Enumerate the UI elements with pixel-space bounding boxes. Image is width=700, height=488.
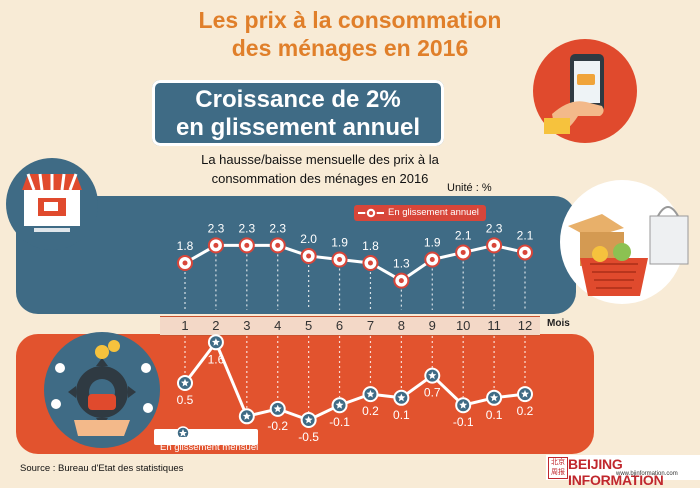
annual-point-core xyxy=(522,249,528,255)
monthly-data-label: 0.1 xyxy=(393,408,410,422)
annual-point-core xyxy=(244,242,250,248)
annual-data-label: 2.3 xyxy=(208,221,225,235)
month-tick-label: 3 xyxy=(243,318,250,333)
month-tick-label: 7 xyxy=(367,318,374,333)
annual-data-label: 1.9 xyxy=(331,235,348,249)
brand-logo: 北京 周报 BEIJING INFORMATION www.bjinformati… xyxy=(546,455,700,488)
legend-monthly-label: En glissement mensuel xyxy=(160,442,259,453)
subtitle-line-1: La hausse/baisse mensuelle des prix à la xyxy=(201,152,439,167)
annual-point-core xyxy=(213,242,219,248)
brand-url: www.bjinformation.com xyxy=(616,471,678,477)
annual-data-label: 2.3 xyxy=(238,221,255,235)
annual-data-label: 2.0 xyxy=(300,232,317,246)
month-axis-title: Mois xyxy=(547,318,570,329)
source-note: Source : Bureau d'Etat des statistiques xyxy=(20,463,184,474)
legend-annual-marker xyxy=(358,207,384,219)
monthly-point-star xyxy=(304,415,313,424)
monthly-point-star xyxy=(397,393,406,402)
chart-subtitle: La hausse/baisse mensuelle des prix à la… xyxy=(170,150,470,188)
legend-monthly-marker xyxy=(176,426,190,437)
month-tick-label: 11 xyxy=(487,318,501,333)
headline-banner: Croissance de 2% en glissement annuel xyxy=(152,80,444,146)
monthly-point-star xyxy=(273,404,282,413)
monthly-data-label: -0.1 xyxy=(329,415,350,429)
annual-point-core xyxy=(306,253,312,259)
month-tick-label: 12 xyxy=(518,318,532,333)
brand-seal-icon: 北京 周报 xyxy=(548,457,568,479)
month-tick-label: 5 xyxy=(305,318,312,333)
month-tick-label: 8 xyxy=(398,318,405,333)
monthly-point-star xyxy=(335,401,344,409)
annual-point-core xyxy=(429,256,435,262)
gear-coins-icon xyxy=(44,332,160,448)
monthly-series-line xyxy=(183,339,526,422)
annual-data-label: 1.9 xyxy=(424,235,441,249)
annual-point-core xyxy=(275,242,281,248)
monthly-point-star xyxy=(459,401,468,409)
month-tick-label: 6 xyxy=(336,318,343,333)
monthly-point-star xyxy=(242,412,251,420)
annual-data-label: 1.8 xyxy=(177,239,194,253)
monthly-data-label: -0.5 xyxy=(298,430,319,444)
monthly-data-label: 0.2 xyxy=(362,404,379,418)
month-tick-label: 1 xyxy=(181,318,188,333)
monthly-data-label: 0.2 xyxy=(517,404,534,418)
annual-point-core xyxy=(182,260,188,266)
monthly-point-star xyxy=(366,389,375,398)
monthly-point-star xyxy=(211,338,220,346)
annual-data-label: 1.8 xyxy=(362,239,379,253)
annual-point-core xyxy=(491,242,497,248)
annual-data-label: 2.1 xyxy=(455,228,472,242)
subtitle-line-2: consommation des ménages en 2016 xyxy=(211,171,429,186)
annual-data-label: 2.1 xyxy=(517,228,534,242)
legend-annual: En glissement annuel xyxy=(354,205,486,221)
monthly-point-star xyxy=(428,371,437,379)
annual-data-label: 2.3 xyxy=(486,221,503,235)
month-tick-label: 10 xyxy=(456,318,470,333)
month-tick-label: 4 xyxy=(274,318,281,333)
headline-line-1: Croissance de 2% xyxy=(195,86,401,113)
annual-data-label: 2.3 xyxy=(269,221,286,235)
monthly-data-label: 0.5 xyxy=(177,393,194,407)
monthly-point-star xyxy=(490,393,499,402)
annual-point-core xyxy=(460,249,466,255)
shopping-basket-icon xyxy=(560,180,689,304)
monthly-data-label: 0.7 xyxy=(424,386,441,400)
title-line-1: Les prix à la consommation xyxy=(198,7,502,33)
legend-monthly: En glissement mensuel xyxy=(154,426,258,453)
annual-point-core xyxy=(337,256,343,262)
shop-icon xyxy=(6,158,98,250)
annual-point-core xyxy=(367,260,373,266)
annual-series-line xyxy=(184,243,526,283)
unit-label: Unité : % xyxy=(447,182,492,194)
annual-data-label: 1.3 xyxy=(393,257,410,271)
annual-point-core xyxy=(398,278,404,284)
month-tick-label: 2 xyxy=(212,318,219,333)
month-tick-label: 9 xyxy=(429,318,436,333)
headline-line-2: en glissement annuel xyxy=(175,114,421,141)
month-axis-strip xyxy=(160,316,540,336)
monthly-point-star xyxy=(521,389,529,398)
phone-payment-icon xyxy=(533,39,637,143)
monthly-data-label: 1.6 xyxy=(208,352,225,366)
page-title: Les prix à la consommation des ménages e… xyxy=(0,6,700,62)
title-line-2: des ménages en 2016 xyxy=(231,35,469,61)
monthly-point-star xyxy=(181,378,189,387)
monthly-data-label: -0.2 xyxy=(267,419,288,433)
monthly-data-label: 0.1 xyxy=(486,408,503,422)
legend-annual-label: En glissement annuel xyxy=(388,207,479,218)
monthly-data-label: -0.1 xyxy=(453,415,474,429)
